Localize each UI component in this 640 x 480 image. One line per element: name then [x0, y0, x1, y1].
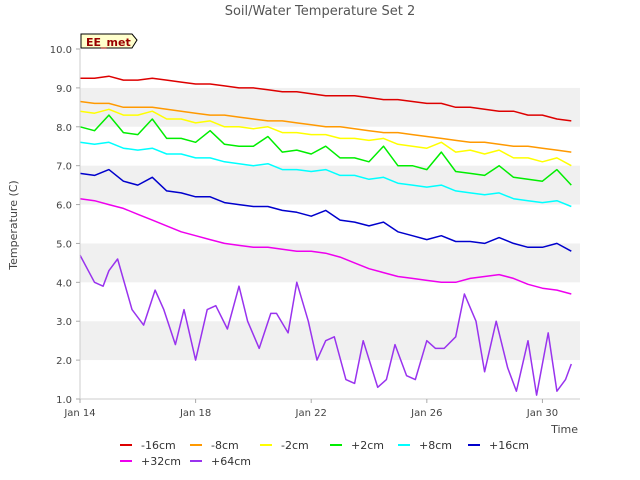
y-tick-label: 1.0	[56, 395, 72, 406]
legend: -16cm -8cm -2cm +2cm +8cm +16cm +32cm +64cm	[120, 439, 529, 468]
legend-label-0: -16cm	[141, 439, 176, 452]
y-tick-label: 5.0	[56, 239, 72, 250]
x-tick-label: Jan 26	[410, 408, 442, 419]
y-tick-label: 9.0	[56, 84, 72, 95]
series-line-4	[79, 141, 572, 208]
legend-label-5: +16cm	[489, 439, 529, 452]
series-line-3	[79, 114, 572, 186]
station-badge-label: EE_met	[86, 36, 131, 49]
x-tick-label: Jan 30	[526, 408, 558, 419]
x-tick-label: Jan 18	[179, 408, 211, 419]
y-tick-label: 4.0	[56, 278, 72, 289]
legend-label-7: +64cm	[211, 455, 251, 468]
grid-band	[80, 87, 580, 127]
series-line-2	[79, 108, 572, 167]
series-line-0	[80, 75, 572, 122]
x-tick-label: Jan 22	[295, 408, 327, 419]
x-axis-label: Time	[550, 423, 578, 436]
station-badge: EE_met	[80, 33, 138, 49]
series-line-5	[79, 168, 572, 252]
legend-label-1: -8cm	[211, 439, 239, 452]
legend-label-3: +2cm	[351, 439, 384, 452]
y-axis-label: Temperature (C)	[7, 180, 20, 270]
plot-area	[80, 49, 580, 399]
legend-label-4: +8cm	[419, 439, 452, 452]
grid-band	[80, 243, 580, 283]
grid-band	[80, 321, 580, 361]
x-tick-label: Jan 14	[63, 408, 95, 419]
series-line-1	[79, 100, 572, 153]
y-tick-label: 6.0	[56, 201, 72, 212]
legend-label-6: +32cm	[141, 455, 181, 468]
y-tick-label: 2.0	[56, 356, 72, 367]
chart-title: Soil/Water Temperature Set 2	[225, 4, 416, 19]
series-line-7	[79, 254, 573, 396]
y-tick-label: 7.0	[56, 162, 72, 173]
y-tick-label: 10.0	[50, 45, 72, 56]
series-line-6	[79, 197, 572, 295]
legend-label-2: -2cm	[281, 439, 309, 452]
series-layer	[79, 75, 573, 396]
grid-band	[80, 165, 580, 205]
axes-layer: 1.0 2.0 3.0 4.0 5.0 6.0 7.0 8.0 9.0 10.0 Jan 14 Jan…	[50, 45, 580, 419]
y-tick-label: 8.0	[56, 123, 72, 134]
y-tick-label: 3.0	[56, 317, 72, 328]
